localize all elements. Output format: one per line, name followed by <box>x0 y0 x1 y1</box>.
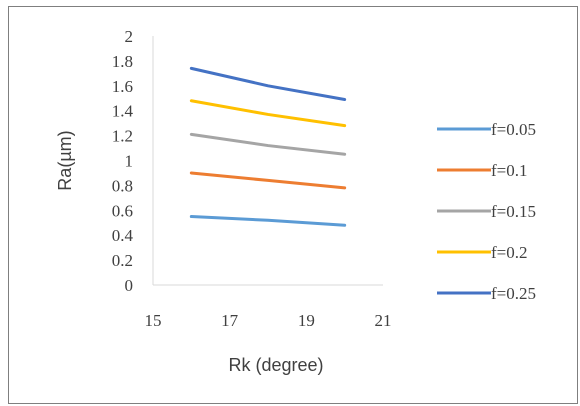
legend-label: f=0.1 <box>491 161 528 180</box>
x-tick-label: 19 <box>298 311 315 330</box>
legend-label: f=0.25 <box>491 284 536 303</box>
y-tick-label: 0 <box>125 276 134 295</box>
legend-label: f=0.15 <box>491 202 536 221</box>
y-tick-label: 1.8 <box>112 52 133 71</box>
x-axis-title: Rk (degree) <box>228 355 323 375</box>
y-tick-label: 0.4 <box>112 226 134 245</box>
y-tick-label: 1.4 <box>112 102 134 121</box>
x-tick-label: 21 <box>375 311 392 330</box>
line-chart: 0 0.2 0.4 0.6 0.8 1 1.2 1.4 1.6 1.8 2 15 17 19 21 Ra(… <box>55 27 536 375</box>
y-tick-label: 2 <box>125 27 134 46</box>
series-line <box>189 215 347 227</box>
series-line <box>189 66 347 101</box>
x-tick-label: 17 <box>221 311 239 330</box>
legend-label: f=0.2 <box>491 243 528 262</box>
y-tick-label: 1.6 <box>112 77 133 96</box>
y-tick-label: 1 <box>125 152 134 171</box>
y-tick-label: 0.6 <box>112 201 133 220</box>
y-axis-ticks: 0 0.2 0.4 0.6 0.8 1 1.2 1.4 1.6 1.8 2 <box>112 27 134 295</box>
y-tick-label: 0.2 <box>112 251 133 270</box>
x-axis-ticks: 15 17 19 21 <box>145 311 392 330</box>
legend-label: f=0.05 <box>491 120 536 139</box>
plot-area: 0 0.2 0.4 0.6 0.8 1 1.2 1.4 1.6 1.8 2 15 17 19 21 <box>112 27 392 330</box>
x-tick-label: 15 <box>145 311 162 330</box>
series-line <box>189 99 347 128</box>
y-tick-label: 0.8 <box>112 176 133 195</box>
y-axis-title: Ra(µm) <box>55 130 75 190</box>
series-lines <box>189 66 347 227</box>
legend: f=0.05 f=0.1 f=0.15 f=0.2 f=0.25 <box>437 120 536 303</box>
series-line <box>189 171 347 190</box>
y-tick-label: 1.2 <box>112 127 133 146</box>
series-line <box>189 132 347 156</box>
chart-frame: 0 0.2 0.4 0.6 0.8 1 1.2 1.4 1.6 1.8 2 15 17 19 21 Ra(… <box>8 6 578 404</box>
